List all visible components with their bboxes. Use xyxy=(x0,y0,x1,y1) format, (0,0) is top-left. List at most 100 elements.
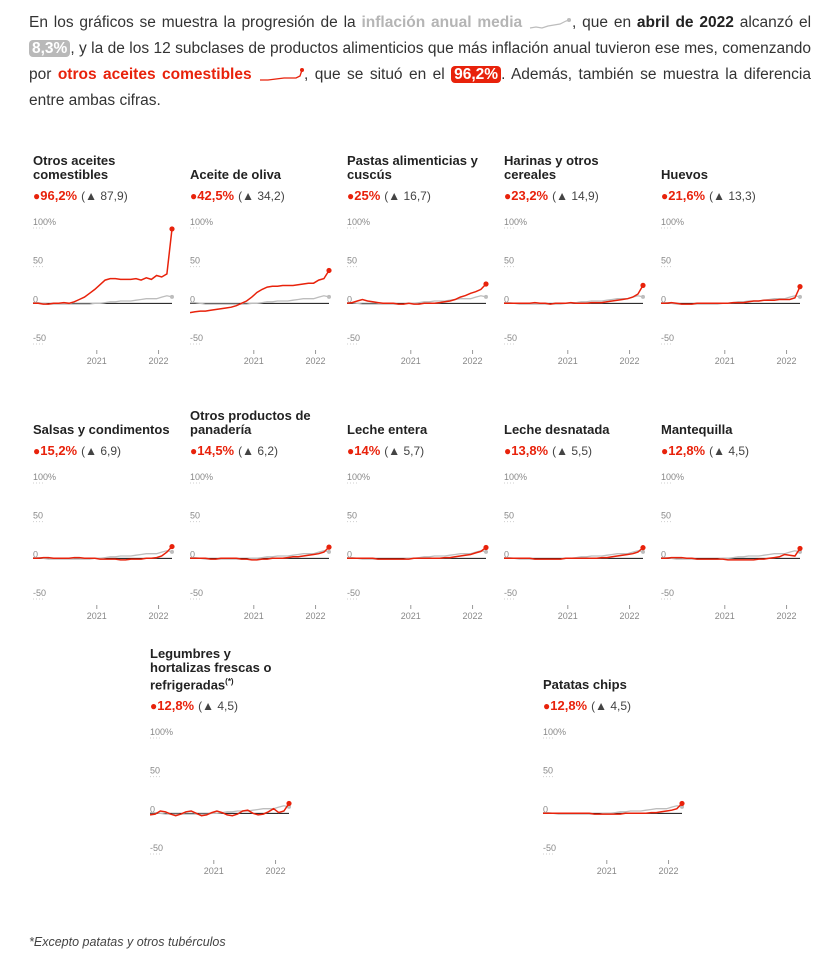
chart-panel: Aceite de oliva ●42,5% (▲ 34,2) 100% 50 0 -50 2… xyxy=(190,140,335,380)
red-dot-icon: ● xyxy=(347,189,355,203)
panel-title: Otros productos de panadería xyxy=(190,408,311,437)
panel-value-row: ●12,8% (▲ 4,5) xyxy=(543,698,631,713)
y-tick-label: -50 xyxy=(190,333,203,343)
y-tick-label: -50 xyxy=(504,333,517,343)
x-tick-label: 2021 xyxy=(558,611,578,619)
panel-title: Mantequilla xyxy=(661,422,733,437)
product-end-point xyxy=(679,800,685,807)
panel-line-chart: 100% 50 0 -50 2021 2022 xyxy=(504,217,646,364)
top-series-sparkline-icon xyxy=(260,67,305,81)
red-dot-icon: ● xyxy=(33,444,41,458)
panel-diff: (▲ 87,9) xyxy=(81,189,128,203)
panel-title: Pastas alimenticias y cuscús xyxy=(347,153,478,182)
y-tick-label: 50 xyxy=(190,511,200,521)
panel-value: 14% xyxy=(354,443,381,458)
y-tick-label: 0 xyxy=(190,294,195,304)
average-inflation-line xyxy=(33,295,173,305)
y-tick-label: 50 xyxy=(543,766,553,776)
x-tick-label: 2022 xyxy=(149,611,169,619)
chart-panel: Leche entera ●14% (▲ 5,7) 100% 50 0 -50 2021 202… xyxy=(347,395,492,635)
average-value-badge: 8,3% xyxy=(29,40,71,57)
chart-panel: Otros aceites comestibles ●96,2% (▲ 87,9) 1… xyxy=(33,140,178,380)
panel-diff: (▲ 5,7) xyxy=(384,444,425,458)
product-end-point xyxy=(169,543,175,550)
intro-paragraph: En los gráficos se muestra la progresión… xyxy=(29,10,811,114)
panel-title: Otros aceites comestibles xyxy=(33,153,116,182)
average-end-point xyxy=(484,549,488,554)
product-end-point xyxy=(326,544,332,550)
x-tick-label: 2021 xyxy=(401,356,421,364)
average-inflation-line xyxy=(190,295,330,305)
x-tick-label: 2022 xyxy=(306,356,326,364)
panel-value: 12,8% xyxy=(668,443,706,458)
panel-value: 12,8% xyxy=(157,698,195,713)
panel-value: 14,5% xyxy=(197,443,235,458)
average-end-point xyxy=(641,549,645,554)
panel-diff: (▲ 14,9) xyxy=(552,189,599,203)
red-dot-icon: ● xyxy=(661,444,669,458)
y-tick-label: 100% xyxy=(190,217,213,227)
panel-value-row: ●42,5% (▲ 34,2) xyxy=(190,188,285,203)
panel-diff: (▲ 16,7) xyxy=(384,189,431,203)
panel-value: 13,8% xyxy=(511,443,549,458)
x-tick-label: 2021 xyxy=(715,611,735,619)
y-tick-label: 100% xyxy=(190,472,213,482)
x-tick-label: 2021 xyxy=(715,356,735,364)
intro-month: abril de 2022 xyxy=(636,14,734,31)
panel-value-row: ●21,6% (▲ 13,3) xyxy=(661,188,756,203)
y-tick-label: 100% xyxy=(33,217,56,227)
y-tick-label: -50 xyxy=(504,588,517,598)
y-tick-label: 100% xyxy=(347,217,370,227)
panel-diff: (▲ 5,5) xyxy=(552,444,593,458)
average-end-point xyxy=(798,294,802,299)
panel-diff: (▲ 4,5) xyxy=(709,444,750,458)
y-tick-label: 50 xyxy=(661,511,671,521)
average-end-point xyxy=(680,804,684,809)
panel-title: Aceite de oliva xyxy=(190,167,282,182)
y-tick-label: 50 xyxy=(347,511,357,521)
chart-panel: Huevos ●21,6% (▲ 13,3) 100% 50 0 -50 2021 2022 xyxy=(661,140,806,380)
average-end-point xyxy=(327,549,331,554)
average-inflation-line xyxy=(661,550,801,560)
product-inflation-line xyxy=(661,286,801,305)
x-tick-label: 2021 xyxy=(87,611,107,619)
chart-panel: Mantequilla ●12,8% (▲ 4,5) 100% 50 0 -50 2021 20… xyxy=(661,395,806,635)
footnote: *Excepto patatas y otros tubérculos xyxy=(29,935,226,949)
product-end-point xyxy=(640,545,646,551)
y-tick-label: -50 xyxy=(33,333,46,343)
y-tick-label: -50 xyxy=(661,333,674,343)
chart-panel: Salsas y condimentos ●15,2% (▲ 6,9) 100% 50 0… xyxy=(33,395,178,635)
top-series-label: otros aceites comestibles xyxy=(57,66,252,83)
y-tick-label: 50 xyxy=(504,511,514,521)
panel-title-footnote-mark: (*) xyxy=(225,676,234,686)
red-dot-icon: ● xyxy=(543,699,551,713)
chart-panel: Legumbres y hortalizas frescas o refrige… xyxy=(150,646,295,890)
panel-line-chart: 100% 50 0 -50 2021 2022 xyxy=(661,217,803,364)
average-end-point xyxy=(327,294,331,299)
x-tick-label: 2022 xyxy=(659,866,679,874)
product-inflation-line xyxy=(190,546,330,561)
panel-value: 23,2% xyxy=(511,188,549,203)
average-end-point xyxy=(170,549,174,554)
panel-value-row: ●25% (▲ 16,7) xyxy=(347,188,431,203)
y-tick-label: 100% xyxy=(661,217,684,227)
chart-panel: Harinas y otros cereales ●23,2% (▲ 14,9) 10… xyxy=(504,140,649,380)
y-tick-label: 100% xyxy=(33,472,56,482)
intro-text-3: alcanzó el xyxy=(739,14,812,31)
product-inflation-line xyxy=(33,228,173,305)
x-tick-label: 2022 xyxy=(306,611,326,619)
panel-line-chart: 100% 50 0 -50 2021 2022 xyxy=(190,217,332,364)
y-tick-label: 50 xyxy=(150,766,160,776)
panel-line-chart: 100% 50 0 -50 2021 2022 xyxy=(504,472,646,619)
red-dot-icon: ● xyxy=(347,444,355,458)
y-tick-label: -50 xyxy=(543,843,556,853)
panel-title: Huevos xyxy=(661,167,708,182)
average-series-label: inflación anual media xyxy=(361,14,523,31)
panel-diff: (▲ 34,2) xyxy=(238,189,285,203)
panel-diff: (▲ 6,9) xyxy=(81,444,122,458)
panel-diff: (▲ 4,5) xyxy=(198,699,239,713)
y-tick-label: -50 xyxy=(347,588,360,598)
y-tick-label: 0 xyxy=(33,294,38,304)
y-tick-label: 50 xyxy=(347,256,357,266)
panel-value: 25% xyxy=(354,188,381,203)
